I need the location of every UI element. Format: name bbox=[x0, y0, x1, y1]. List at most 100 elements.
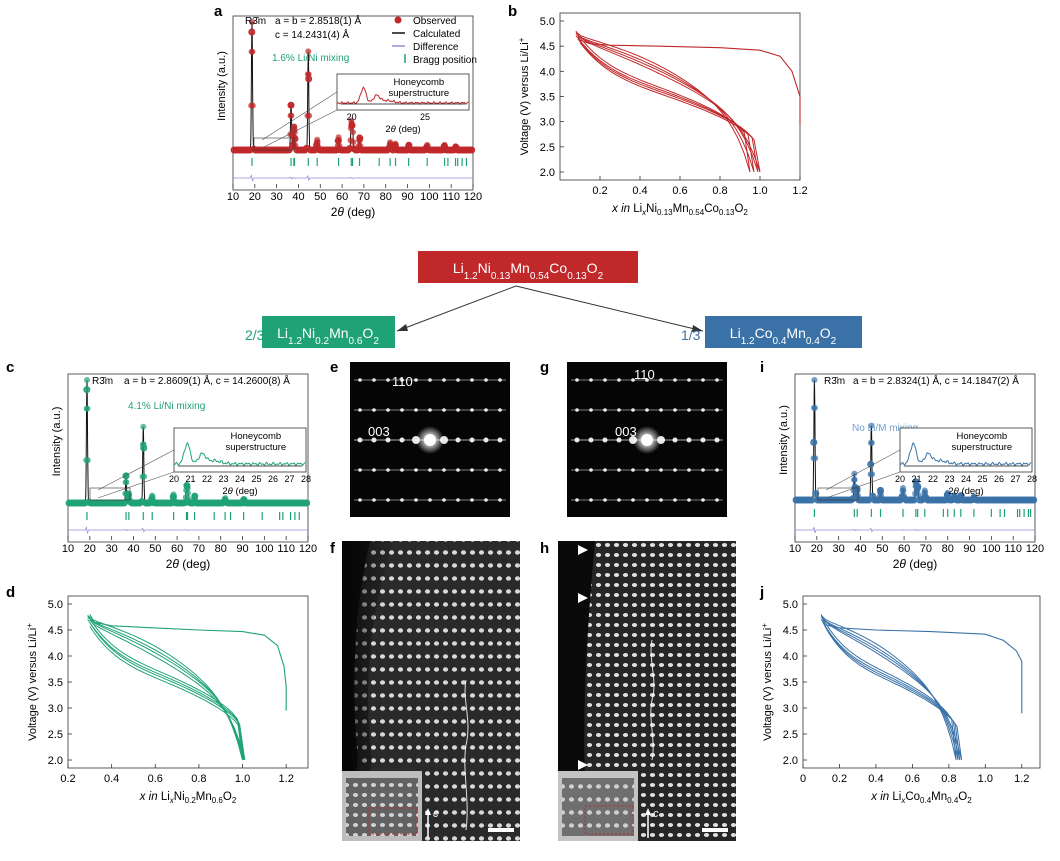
cycle-curve bbox=[824, 619, 963, 761]
observed-point bbox=[292, 142, 299, 149]
legend-calculated: Calculated bbox=[413, 29, 460, 40]
inset-tick-label: 25 bbox=[251, 474, 261, 484]
saed-spot bbox=[498, 468, 502, 472]
observed-point bbox=[314, 139, 321, 146]
cycle-curve bbox=[87, 615, 243, 761]
saed-spot bbox=[687, 498, 691, 502]
saed-spot bbox=[400, 468, 404, 472]
y-tick-label: 5.0 bbox=[783, 599, 798, 611]
x-tick-label: 90 bbox=[401, 191, 413, 203]
saed-spot bbox=[715, 408, 719, 412]
x-tick-label: 1.2 bbox=[792, 185, 807, 197]
difference-curve bbox=[68, 526, 308, 535]
inset-tick-label: 20 bbox=[169, 474, 179, 484]
c-axis-label-f: c bbox=[433, 808, 439, 820]
zoom-line bbox=[261, 91, 338, 141]
x-tick-label: 120 bbox=[1026, 543, 1044, 555]
saed-spot bbox=[686, 437, 692, 443]
inset-axis-label: 2θ (deg) bbox=[948, 486, 983, 497]
saed-spot bbox=[631, 408, 635, 412]
legend-difference: Difference bbox=[413, 42, 459, 53]
panel-letter-f: f bbox=[330, 540, 336, 557]
x-tick-label: 100 bbox=[255, 543, 273, 555]
observed-point bbox=[851, 470, 858, 477]
x-tick-label: 50 bbox=[314, 191, 326, 203]
inset-tick-label: 24 bbox=[961, 474, 971, 484]
inset-tick-label: 22 bbox=[928, 474, 938, 484]
y-axis-label-text: Intensity (a.u.) bbox=[778, 405, 790, 475]
y-tick-label: 4.0 bbox=[540, 66, 555, 78]
inset-title-2: superstructure bbox=[951, 442, 1012, 453]
saed-spot bbox=[497, 437, 503, 443]
inset-title-1: Honeycomb bbox=[393, 77, 444, 88]
inset-title-1: Honeycomb bbox=[956, 431, 1007, 442]
saed-spot bbox=[589, 498, 593, 502]
observed-point bbox=[192, 497, 199, 504]
c-axis-arrowhead-h bbox=[645, 808, 651, 815]
x-tick-label: 110 bbox=[277, 543, 295, 555]
x-tick-label: 70 bbox=[358, 191, 370, 203]
y-tick-label: 4.0 bbox=[783, 651, 798, 663]
observed-point bbox=[453, 145, 460, 152]
observed-point bbox=[350, 139, 357, 145]
x-axis-label: x in Lix​Ni0.2​Mn0.6​O2​ bbox=[139, 791, 237, 805]
saed-spot bbox=[673, 378, 677, 382]
saed-spot bbox=[470, 468, 474, 472]
voltage-panel-b: 0.2 0.4 0.6 0.8 1.0 1.2 2.0 2.5 3.0 3.5 4.0 4.5 5.0 x… bbox=[517, 12, 808, 217]
observed-point bbox=[123, 472, 129, 479]
zoom-box bbox=[89, 487, 131, 501]
saed-spot bbox=[645, 408, 649, 412]
saed-spot bbox=[442, 378, 446, 382]
x-tick-label: 90 bbox=[236, 543, 248, 555]
saed-spot bbox=[414, 408, 418, 412]
x-tick-label: 0.2 bbox=[60, 773, 75, 785]
cycle-curve bbox=[579, 36, 761, 173]
x-tick-label: 50 bbox=[149, 543, 161, 555]
saed-spot bbox=[484, 378, 488, 382]
saed-spot bbox=[484, 468, 488, 472]
observed-point bbox=[249, 19, 255, 25]
saed-spot bbox=[456, 468, 460, 472]
y-axis-label: Voltage (V) versus Li/Li+ bbox=[517, 37, 531, 155]
x-tick-label: 0.2 bbox=[592, 185, 607, 197]
panel-letter-h: h bbox=[540, 540, 549, 557]
observed-point bbox=[868, 422, 875, 429]
x-axis-label: 2θ (deg) bbox=[166, 557, 211, 571]
cycle-curve bbox=[820, 616, 959, 761]
x-tick-label: 0.8 bbox=[941, 773, 956, 785]
x-tick-label: 80 bbox=[380, 191, 392, 203]
y-axis-label: Intensity (a.u.) bbox=[216, 51, 228, 121]
y-tick-label: 2.5 bbox=[540, 142, 555, 154]
y-tick-label: 2.5 bbox=[48, 729, 63, 741]
saed-spot bbox=[687, 378, 691, 382]
x-tick-label: 0.4 bbox=[868, 773, 883, 785]
x-tick-label: 100 bbox=[982, 543, 1000, 555]
saed-spot bbox=[372, 378, 376, 382]
y-tick-label: 5.0 bbox=[48, 599, 63, 611]
observed-point bbox=[869, 471, 876, 478]
observed-point bbox=[945, 494, 952, 501]
zoom-line bbox=[97, 471, 175, 499]
x-tick-label: 120 bbox=[464, 191, 482, 203]
xrd-frame bbox=[232, 15, 474, 191]
inset-title-2: superstructure bbox=[225, 442, 286, 453]
cycle-curve bbox=[89, 618, 246, 761]
arrow-right bbox=[515, 285, 704, 332]
y-tick-label: 3.0 bbox=[783, 703, 798, 715]
y-tick-label: 2.0 bbox=[540, 167, 555, 179]
right-fraction: 1/3 bbox=[681, 327, 701, 343]
stem-trace-h bbox=[650, 639, 655, 761]
saed-spot bbox=[358, 408, 362, 412]
observed-point bbox=[952, 495, 959, 502]
observed-point bbox=[184, 485, 191, 492]
y-tick-label: 3.0 bbox=[540, 117, 555, 129]
saed-spot bbox=[372, 408, 376, 412]
saed-spot bbox=[603, 498, 607, 502]
observed-point bbox=[241, 498, 248, 505]
saed-spot bbox=[575, 408, 579, 412]
y-axis-label-text: Voltage (V) versus Li/Li+ bbox=[517, 37, 531, 155]
xrd-panel-i: 10 20 30 40 50 60 70 80 90 100 110 120 2θ (deg) Inten… bbox=[778, 373, 1044, 571]
saed-spot bbox=[589, 378, 593, 382]
saed-spot bbox=[470, 498, 474, 502]
